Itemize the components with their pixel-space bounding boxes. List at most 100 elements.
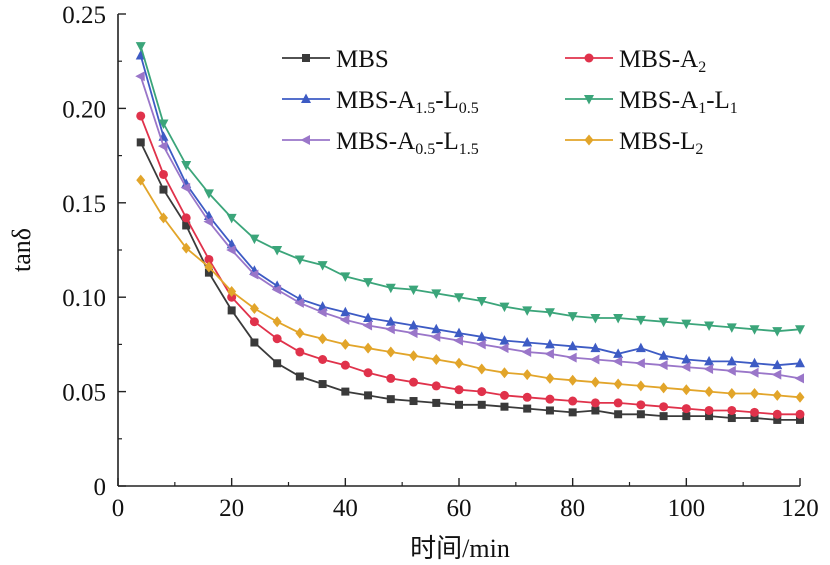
data-point	[727, 405, 737, 415]
data-point	[339, 314, 350, 325]
legend-label-after: -L	[706, 87, 730, 114]
data-point	[454, 385, 464, 395]
legend-label: MBS-A0.5-L1.5​	[336, 128, 479, 158]
data-point	[135, 71, 145, 82]
legend-label: MBS-A1.5-L0.5​	[336, 87, 479, 117]
data-point	[385, 316, 396, 326]
data-point	[796, 415, 804, 424]
legend-subscript: 1	[698, 100, 706, 117]
data-point	[499, 335, 510, 345]
data-point	[340, 306, 351, 317]
data-point	[795, 391, 805, 403]
series-4	[135, 71, 804, 384]
data-point	[659, 412, 668, 421]
y-tick-label: 0.20	[62, 96, 106, 123]
data-point	[590, 313, 601, 324]
data-point	[362, 320, 373, 331]
data-point	[204, 261, 214, 273]
data-point	[726, 365, 736, 376]
data-point	[227, 306, 236, 315]
data-point	[499, 302, 510, 313]
data-point	[680, 362, 691, 373]
data-point	[522, 337, 533, 347]
data-point	[249, 303, 259, 315]
data-point	[704, 321, 715, 332]
series-3	[135, 42, 805, 337]
data-point	[227, 292, 237, 302]
data-point	[159, 185, 168, 194]
data-point	[294, 255, 305, 265]
data-point	[363, 368, 373, 378]
data-point	[318, 355, 328, 365]
data-point	[614, 410, 623, 419]
series-line	[139, 45, 801, 333]
data-point	[795, 357, 805, 368]
data-point	[544, 338, 555, 349]
data-point	[227, 286, 237, 298]
data-point	[682, 412, 691, 421]
data-point	[567, 340, 578, 351]
data-point	[454, 327, 464, 338]
x-tick-label: 40	[333, 495, 358, 522]
legend-label-base: MBS-A	[336, 128, 415, 155]
data-point	[635, 342, 646, 353]
data-point	[430, 331, 441, 342]
data-point	[795, 409, 805, 419]
legend-subscript: 1.5	[415, 100, 435, 117]
data-point	[726, 355, 737, 366]
x-tick-label: 60	[447, 495, 472, 522]
series-layer	[135, 42, 805, 424]
data-point	[248, 269, 259, 280]
data-point	[727, 387, 737, 399]
data-point	[158, 212, 168, 224]
legend-marker	[302, 54, 310, 62]
data-point	[341, 387, 350, 396]
data-point	[204, 254, 214, 264]
data-point	[317, 261, 328, 271]
data-point	[340, 360, 350, 370]
data-point	[226, 213, 237, 224]
y-tick-label: 0	[94, 474, 107, 501]
data-point	[136, 138, 145, 147]
series-2	[135, 50, 805, 370]
data-point	[454, 357, 464, 369]
data-point	[590, 342, 601, 353]
data-point	[408, 328, 418, 339]
x-tick-label: 80	[560, 495, 585, 522]
data-point	[749, 357, 760, 368]
data-point	[613, 378, 623, 390]
data-point	[455, 400, 463, 409]
data-point	[454, 293, 464, 303]
legend-label-base: MBS-A	[619, 87, 698, 114]
data-point	[590, 398, 600, 408]
data-point	[340, 338, 350, 350]
data-point	[476, 339, 486, 350]
y-tick-label: 0.10	[62, 285, 106, 312]
data-point	[795, 325, 805, 335]
data-point	[589, 354, 600, 365]
data-point	[272, 334, 282, 344]
data-point	[591, 406, 600, 415]
data-point	[318, 380, 327, 389]
legend-item-5: MBS-L2​	[565, 128, 703, 158]
series-line	[139, 115, 800, 416]
data-point	[750, 414, 759, 423]
data-point	[613, 398, 623, 408]
data-point	[477, 363, 487, 375]
legend-label-after: -L	[435, 87, 459, 114]
legend-item-1: MBS-A2​	[565, 46, 706, 76]
y-axis-title: tanδ	[7, 228, 36, 272]
series-line	[139, 76, 801, 380]
data-point	[545, 372, 555, 384]
data-point	[136, 111, 146, 121]
data-point	[364, 391, 373, 400]
x-tick-label: 20	[219, 495, 244, 522]
data-point	[726, 323, 737, 333]
data-point	[386, 346, 396, 358]
legend-marker	[584, 95, 594, 105]
x-tick-label: 120	[781, 495, 819, 522]
data-point	[545, 394, 555, 404]
series-5	[136, 174, 805, 403]
legend-subscript: 2	[698, 59, 706, 76]
data-point	[158, 169, 168, 179]
